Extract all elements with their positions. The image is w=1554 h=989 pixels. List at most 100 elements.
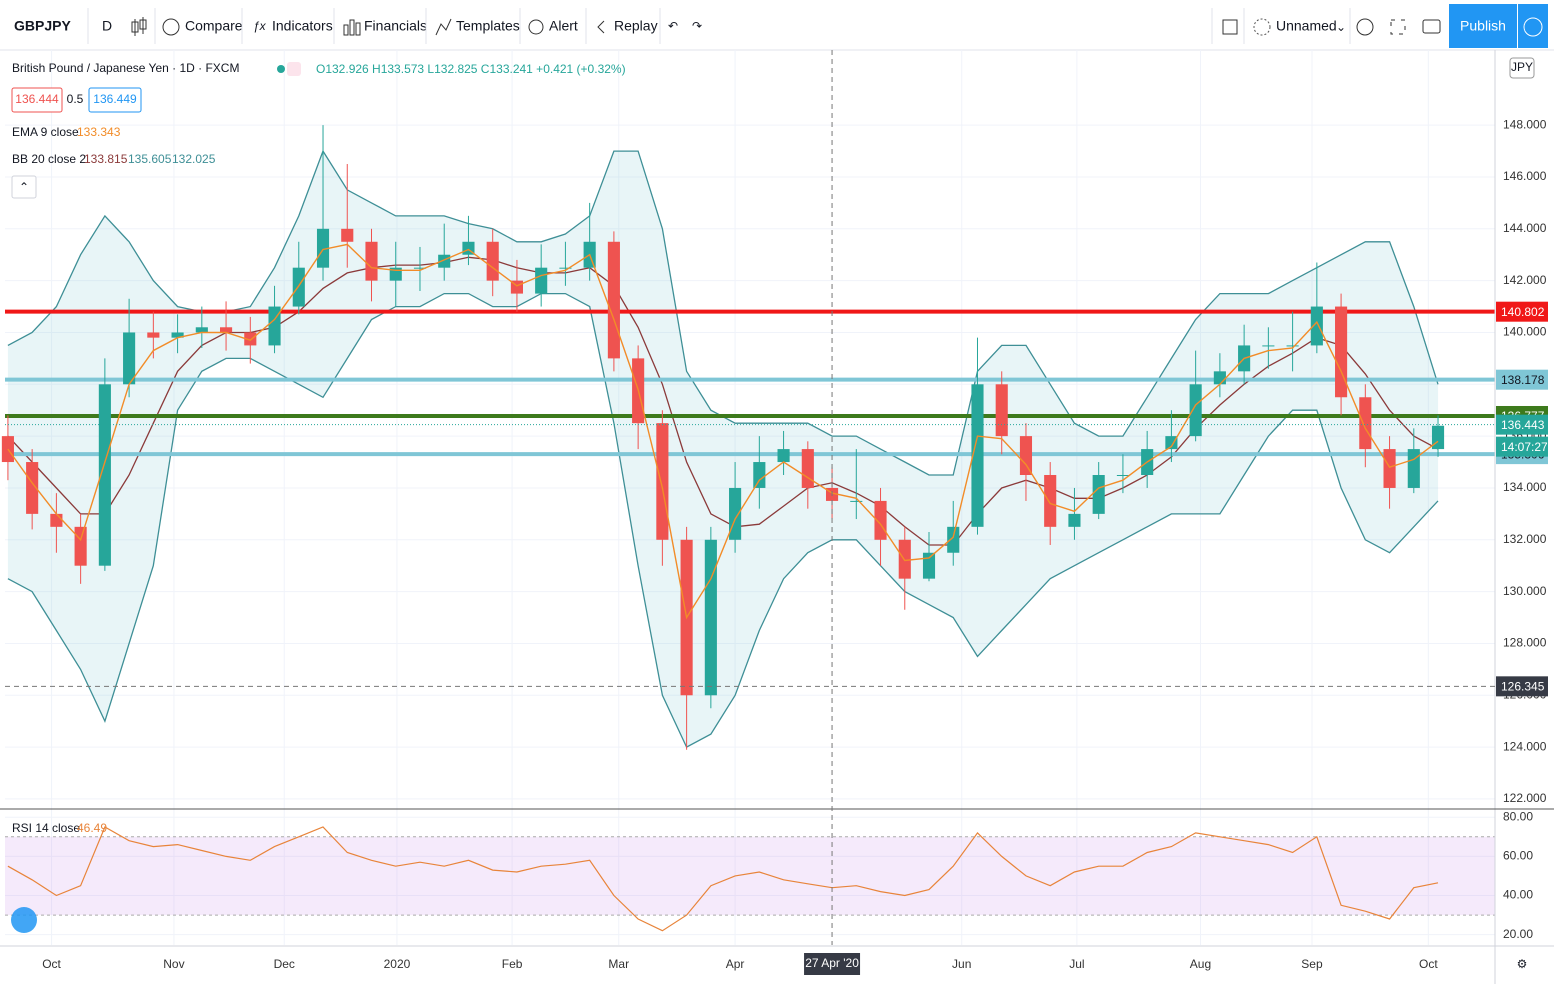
rsi-band (5, 836, 1495, 916)
candle-body (1116, 474, 1129, 476)
publish-menu[interactable] (1518, 4, 1548, 48)
candle-body (559, 267, 572, 269)
level-label-box (1496, 369, 1548, 390)
crosshair-date-box (804, 953, 861, 975)
y-tick-label: 146.000 (1503, 169, 1547, 183)
candle-body (1407, 449, 1420, 488)
candle-body (147, 332, 160, 338)
collapse-arrow[interactable]: ⌃ (19, 180, 29, 194)
x-tick-label: Mar (608, 957, 629, 971)
candle-body (123, 332, 136, 385)
buy-box[interactable] (88, 87, 142, 113)
settings-gear[interactable]: ⚙ (1517, 957, 1528, 971)
cloud-icon[interactable] (1253, 18, 1271, 36)
candle-body (922, 552, 936, 579)
candle-body (1431, 425, 1445, 450)
y-tick-label: 140.000 (1503, 325, 1547, 339)
currency[interactable]: JPY (1511, 60, 1533, 74)
chart-type-icon[interactable] (131, 17, 147, 36)
sell-price[interactable]: 136.444 (15, 92, 59, 106)
crosshair-price-label-box (1496, 676, 1548, 697)
financials-icon[interactable] (343, 19, 361, 36)
fullscreen-button[interactable] (1390, 19, 1406, 35)
logo[interactable] (11, 907, 37, 933)
publish-label[interactable]: Publish (1460, 18, 1506, 34)
bb-legend-value: 132.025 (172, 152, 216, 166)
spread: 0.5 (67, 92, 84, 106)
x-tick-label: 2020 (384, 957, 411, 971)
collapse-legend[interactable] (11, 175, 37, 199)
undo-button[interactable]: ↶ (668, 19, 678, 33)
candle-body (777, 449, 790, 463)
candle-body (486, 241, 499, 281)
candle-body (413, 267, 427, 269)
rsi-line (7, 826, 1439, 932)
ema-legend-value: 133.343 (77, 125, 121, 139)
x-tick-label: Jul (1069, 957, 1084, 971)
candle-body (753, 462, 766, 488)
candle-body (220, 327, 233, 333)
y-tick-label: 80.00 (1503, 809, 1533, 823)
candle-body (801, 449, 814, 488)
alert-button[interactable]: Alert (549, 18, 578, 34)
x-tick-label: Nov (163, 957, 184, 971)
candle-body (26, 462, 39, 514)
x-tick-label: Oct (42, 957, 61, 971)
layout-name[interactable]: Unnamed (1276, 18, 1337, 34)
alert-icon[interactable] (528, 19, 544, 35)
candle-body (850, 500, 863, 502)
y-tick-label: 144.000 (1503, 221, 1547, 235)
candle-body (607, 241, 620, 359)
snapshot-button[interactable] (1422, 19, 1441, 34)
currency-box[interactable] (1509, 57, 1535, 79)
market-status (277, 65, 285, 73)
toolbar (0, 0, 1554, 50)
replay-icon[interactable] (597, 20, 605, 34)
candle-body (729, 487, 742, 540)
ohlc-values: O132.926 H133.573 L132.825 C133.241 +0.4… (316, 62, 626, 76)
sell-box[interactable] (11, 87, 63, 113)
candle-body (1189, 384, 1202, 437)
layout-icon[interactable] (1222, 19, 1238, 35)
y-tick-label: 40.00 (1503, 888, 1533, 902)
publish-button[interactable] (1449, 4, 1517, 48)
templates-icon[interactable] (435, 18, 452, 36)
rsi-legend-value: 46.49 (77, 821, 107, 835)
candle-body (195, 327, 208, 333)
candle-body (50, 513, 63, 527)
ema-line (7, 243, 1439, 620)
indicators-button[interactable]: Indicators (272, 18, 333, 34)
settings-button[interactable] (1356, 18, 1374, 36)
rsi-legend: RSI 14 close (12, 821, 80, 835)
x-tick-label: Oct (1419, 957, 1438, 971)
bb-fill (7, 151, 1439, 748)
redo-button[interactable]: ↷ (692, 19, 702, 33)
candle-body (1019, 436, 1033, 475)
candle-body (535, 267, 548, 294)
candle-body (1213, 371, 1226, 385)
candle-body (947, 526, 960, 553)
candle-body (704, 539, 717, 696)
replay-button[interactable]: Replay (614, 18, 658, 34)
candle-body (171, 332, 184, 338)
x-tick-label: Sep (1301, 957, 1323, 971)
bar-countdown: 14:07:27 (1501, 440, 1548, 454)
level-label: 140.802 (1501, 305, 1545, 319)
candle-body (1335, 306, 1348, 398)
compare-icon[interactable] (162, 18, 180, 36)
toolbar-separators (87, 8, 1351, 44)
templates-button[interactable]: Templates (456, 18, 520, 34)
indicators-icon[interactable]: ƒx (253, 19, 267, 33)
publish-menu-icon[interactable] (1523, 17, 1543, 37)
symbol[interactable]: GBPJPY (14, 18, 71, 34)
financials-button[interactable]: Financials (364, 18, 427, 34)
y-tick-label: 20.00 (1503, 927, 1533, 941)
y-tick-label: 122.000 (1503, 791, 1547, 805)
y-tick-label: 132.000 (1503, 532, 1547, 546)
layout-menu[interactable]: ⌄ (1336, 20, 1346, 34)
buy-price[interactable]: 136.449 (93, 92, 137, 106)
interval[interactable]: D (102, 18, 112, 34)
compare-button[interactable]: Compare (185, 18, 243, 34)
x-tick-label: Feb (502, 957, 523, 971)
